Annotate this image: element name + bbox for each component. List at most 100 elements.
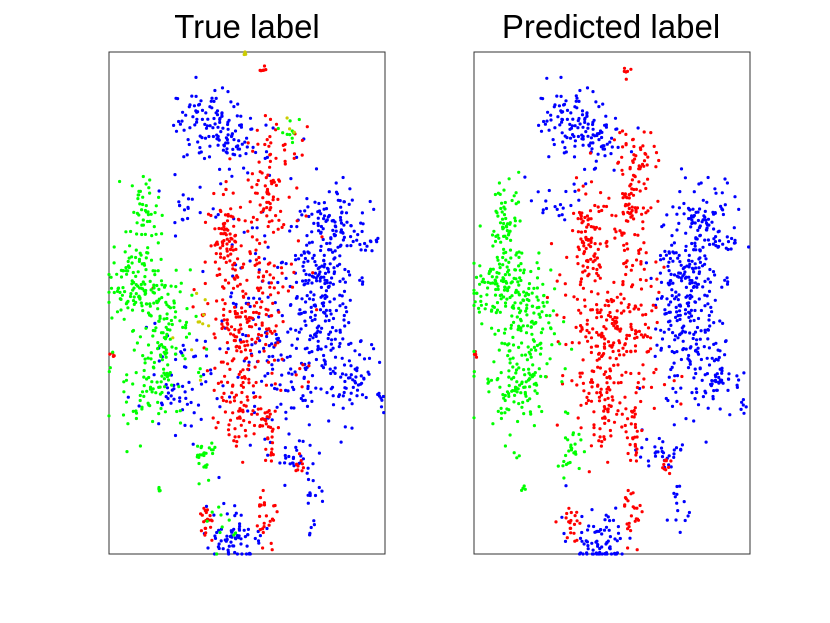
scatter-point xyxy=(621,196,625,200)
scatter-point xyxy=(727,372,731,376)
scatter-point xyxy=(585,111,589,115)
scatter-point xyxy=(548,314,552,318)
scatter-point xyxy=(221,232,225,236)
scatter-point xyxy=(156,269,160,273)
scatter-point xyxy=(590,147,594,151)
scatter-point xyxy=(705,200,709,204)
scatter-point xyxy=(248,348,253,353)
scatter-point xyxy=(333,355,338,359)
scatter-point xyxy=(598,390,602,395)
scatter-point xyxy=(157,297,161,301)
scatter-point xyxy=(246,141,250,145)
scatter-point xyxy=(128,244,132,248)
scatter-point xyxy=(174,129,179,133)
scatter-point xyxy=(182,128,186,132)
scatter-point xyxy=(169,401,173,405)
scatter-point xyxy=(262,417,267,422)
scatter-point xyxy=(204,354,209,358)
scatter-point xyxy=(181,384,185,388)
scatter-point xyxy=(625,242,629,246)
scatter-point xyxy=(202,156,207,161)
scatter-point xyxy=(573,124,577,128)
scatter-point xyxy=(152,360,156,365)
scatter-point xyxy=(178,399,182,403)
scatter-point xyxy=(628,184,632,188)
scatter-point xyxy=(122,390,126,394)
scatter-point xyxy=(523,392,528,396)
scatter-point xyxy=(328,330,333,334)
scatter-point xyxy=(257,315,261,319)
scatter-point xyxy=(679,167,684,171)
scatter-point xyxy=(519,262,523,266)
scatter-point xyxy=(241,368,245,372)
scatter-point xyxy=(512,400,516,404)
scatter-point xyxy=(577,210,582,215)
scatter-point xyxy=(654,450,658,454)
scatter-point xyxy=(576,245,580,249)
scatter-point xyxy=(540,310,544,314)
scatter-point xyxy=(572,134,576,139)
scatter-point xyxy=(675,492,679,496)
scatter-point xyxy=(708,280,713,284)
scatter-point xyxy=(192,411,196,415)
scatter-point xyxy=(604,204,609,209)
scatter-point xyxy=(321,366,326,370)
scatter-point xyxy=(693,367,697,371)
scatter-point xyxy=(243,219,247,223)
scatter-point xyxy=(613,236,617,240)
scatter-point xyxy=(663,308,667,312)
scatter-point xyxy=(262,64,267,68)
scatter-point xyxy=(145,302,149,306)
scatter-point xyxy=(556,464,560,468)
scatter-point xyxy=(502,213,507,217)
scatter-point xyxy=(602,345,607,349)
scatter-point xyxy=(505,407,509,411)
scatter-point xyxy=(184,113,188,117)
scatter-point xyxy=(220,114,224,118)
scatter-point xyxy=(718,407,722,411)
scatter-point xyxy=(689,289,694,293)
scatter-point xyxy=(501,279,505,284)
scatter-point xyxy=(245,320,249,324)
scatter-point xyxy=(289,327,293,331)
scatter-point xyxy=(700,220,704,224)
scatter-point xyxy=(205,463,209,467)
scatter-point xyxy=(218,252,223,256)
scatter-point xyxy=(295,463,299,467)
scatter-point xyxy=(283,159,287,163)
scatter-point xyxy=(684,417,688,421)
scatter-point xyxy=(169,373,173,377)
scatter-point xyxy=(697,257,701,261)
scatter-point xyxy=(193,123,197,127)
scatter-point xyxy=(596,311,600,315)
scatter-point xyxy=(593,203,597,208)
scatter-point xyxy=(224,150,228,154)
scatter-point xyxy=(603,552,607,556)
scatter-point xyxy=(160,296,164,300)
scatter-point xyxy=(170,322,174,327)
scatter-point xyxy=(612,363,616,367)
scatter-point xyxy=(202,373,206,377)
scatter-point xyxy=(199,374,203,378)
scatter-point xyxy=(732,226,736,230)
scatter-point xyxy=(540,409,544,414)
scatter-point xyxy=(589,141,593,145)
scatter-point xyxy=(499,371,503,375)
scatter-point xyxy=(166,327,170,332)
scatter-point xyxy=(706,175,710,180)
scatter-point xyxy=(496,214,500,218)
scatter-point xyxy=(590,385,594,389)
scatter-point xyxy=(716,358,720,362)
scatter-point xyxy=(699,308,704,313)
scatter-point xyxy=(659,348,663,352)
scatter-point xyxy=(239,537,243,541)
scatter-point xyxy=(348,398,352,402)
scatter-point xyxy=(210,441,214,445)
scatter-point xyxy=(634,258,639,262)
scatter-point xyxy=(233,305,237,309)
scatter-point xyxy=(300,462,304,466)
scatter-point xyxy=(686,357,690,361)
scatter-point xyxy=(532,345,537,349)
scatter-point xyxy=(503,444,507,448)
scatter-point xyxy=(311,336,315,340)
